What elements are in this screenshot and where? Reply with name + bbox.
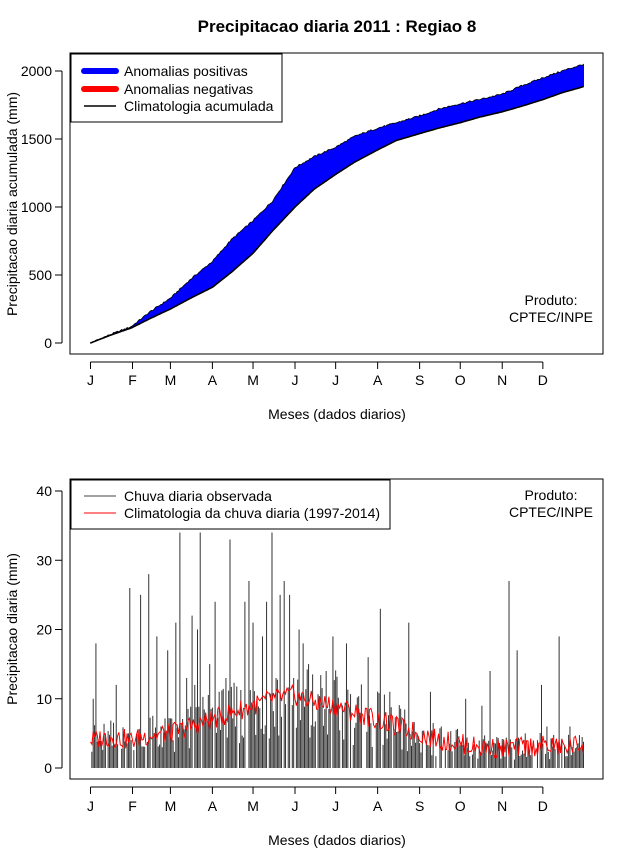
legend-label-daily-climatology: Climatologia da chuva diaria (1997-2014) [124,505,380,521]
top-x-tick-label: D [538,372,548,388]
top-x-tick-label: N [497,372,507,388]
top-y-tick-label: 1500 [21,131,52,147]
legend-label-climatology: Climatologia acumulada [124,98,274,114]
top-x-tick-label: J [87,372,94,388]
top-annotation-line2: CPTEC/INPE [509,309,593,325]
top-x-tick-label: F [128,372,137,388]
top-x-tick-label: J [292,372,299,388]
bottom-plot-frame [69,478,604,780]
bottom-x-tick-label: A [208,798,218,814]
top-legend: Anomalias positivas Anomalias negativas … [70,53,283,123]
top-y-tick-label: 2000 [21,63,52,79]
bottom-x-tick-label: J [87,798,94,814]
bottom-x-tick-label: J [292,798,299,814]
top-x-axis-label: Meses (dados diarios) [268,406,406,422]
bottom-x-tick-label: J [332,798,339,814]
legend-label-positive: Anomalias positivas [124,63,248,79]
bottom-x-tick-label: F [128,798,137,814]
daily-climatology-line [90,683,584,759]
bottom-y-tick-label: 0 [44,760,52,776]
legend-label-observed: Chuva diaria observada [124,488,272,504]
top-x-tick-label: M [247,372,259,388]
bottom-x-tick-label: O [455,798,466,814]
bottom-y-axis-label: Precipitacao diaria (mm) [4,553,20,705]
bottom-x-tick-label: M [165,798,177,814]
bottom-y-tick-label: 30 [36,552,52,568]
chart-title: Precipitacao diaria 2011 : Regiao 8 [198,17,477,36]
climatology-line [90,85,584,344]
bottom-annotation-line1: Produto: [525,487,578,503]
bottom-x-tick-label: N [497,798,507,814]
top-x-tick-label: O [455,372,466,388]
top-y-axis-label: Precipitacao diaria acumulada (mm) [4,92,20,316]
legend-label-negative: Anomalias negativas [124,81,253,97]
top-annotation-line1: Produto: [525,292,578,308]
bottom-x-tick-label: D [538,798,548,814]
top-x-tick-label: A [208,372,218,388]
top-y-tick-label: 1000 [21,199,52,215]
top-x-tick-label: A [373,372,383,388]
top-plot-frame [69,52,604,355]
top-axes: 0 500 1000 1500 2000 J F M A M J J A S O N D [21,63,548,388]
top-x-tick-label: S [415,372,424,388]
bottom-y-tick-label: 10 [36,691,52,707]
bottom-legend-box [70,479,391,530]
bottom-axes: 0 10 20 30 40 J F M A M J J A S O N D [36,483,548,814]
bottom-y-tick-label: 40 [36,483,52,499]
daily-rain-bars-group [91,532,584,768]
daily-climatology-group [90,683,584,759]
bottom-y-tick-label: 20 [36,622,52,638]
top-y-tick-label: 0 [44,335,52,351]
top-x-tick-label: J [332,372,339,388]
bottom-x-tick-label: M [247,798,259,814]
bottom-annotation-line2: CPTEC/INPE [509,504,593,520]
bottom-x-tick-label: A [373,798,383,814]
top-x-tick-label: M [165,372,177,388]
bottom-x-tick-label: S [415,798,424,814]
top-y-tick-label: 500 [29,267,53,283]
accumulated-area-group [90,63,584,344]
bottom-legend: Chuva diaria observada Climatologia da c… [70,479,391,530]
top-legend-box [70,53,283,123]
bottom-x-axis-label: Meses (dados diarios) [268,832,406,848]
